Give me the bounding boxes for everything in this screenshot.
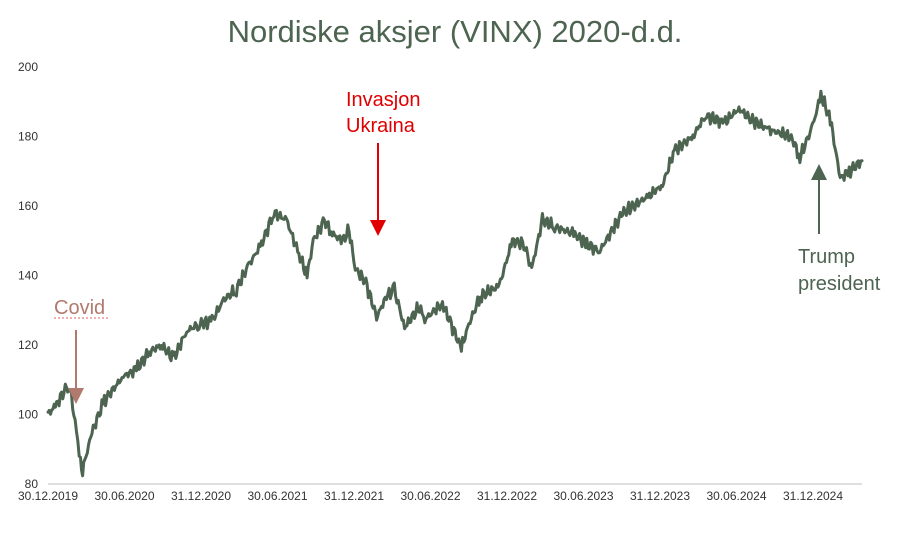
y-tick-label: 180 (18, 130, 38, 144)
chart-title: Nordiske aksjer (VINX) 2020-d.d. (228, 14, 683, 49)
y-tick-label: 80 (25, 477, 39, 491)
y-tick-label: 100 (18, 408, 38, 422)
x-tick-label: 31.12.2020 (171, 489, 231, 503)
annotation-trump-label-line1: Trump (798, 246, 855, 268)
x-axis: 30.12.2019 30.06.2020 31.12.2020 30.06.2021… (18, 489, 843, 503)
x-tick-label: 30.06.2021 (247, 489, 307, 503)
annotation-trump: Trump president (798, 164, 881, 295)
x-tick-label: 30.06.2023 (553, 489, 613, 503)
x-tick-label: 31.12.2022 (477, 489, 537, 503)
series-line-vinx (46, 89, 864, 478)
annotation-covid: Covid (54, 297, 108, 404)
annotation-ukraine-label-line1: Invasjon (346, 89, 421, 111)
y-tick-label: 160 (18, 199, 38, 213)
y-tick-label: 140 (18, 269, 38, 283)
x-tick-label: 30.06.2024 (706, 489, 766, 503)
x-tick-label: 30.06.2022 (400, 489, 460, 503)
x-tick-label: 31.12.2023 (630, 489, 690, 503)
x-tick-label: 30.12.2019 (18, 489, 78, 503)
x-tick-label: 30.06.2020 (94, 489, 154, 503)
y-tick-label: 200 (18, 60, 38, 74)
y-tick-label: 120 (18, 338, 38, 352)
annotation-ukraine-label-line2: Ukraina (346, 115, 416, 137)
x-tick-label: 31.12.2024 (783, 489, 843, 503)
annotation-ukraine: Invasjon Ukraina (346, 89, 421, 236)
annotation-covid-label: Covid (54, 297, 105, 319)
annotation-trump-label-line2: president (798, 273, 881, 295)
x-tick-label: 31.12.2021 (324, 489, 384, 503)
y-axis: 80 100 120 140 160 180 200 (18, 60, 38, 491)
